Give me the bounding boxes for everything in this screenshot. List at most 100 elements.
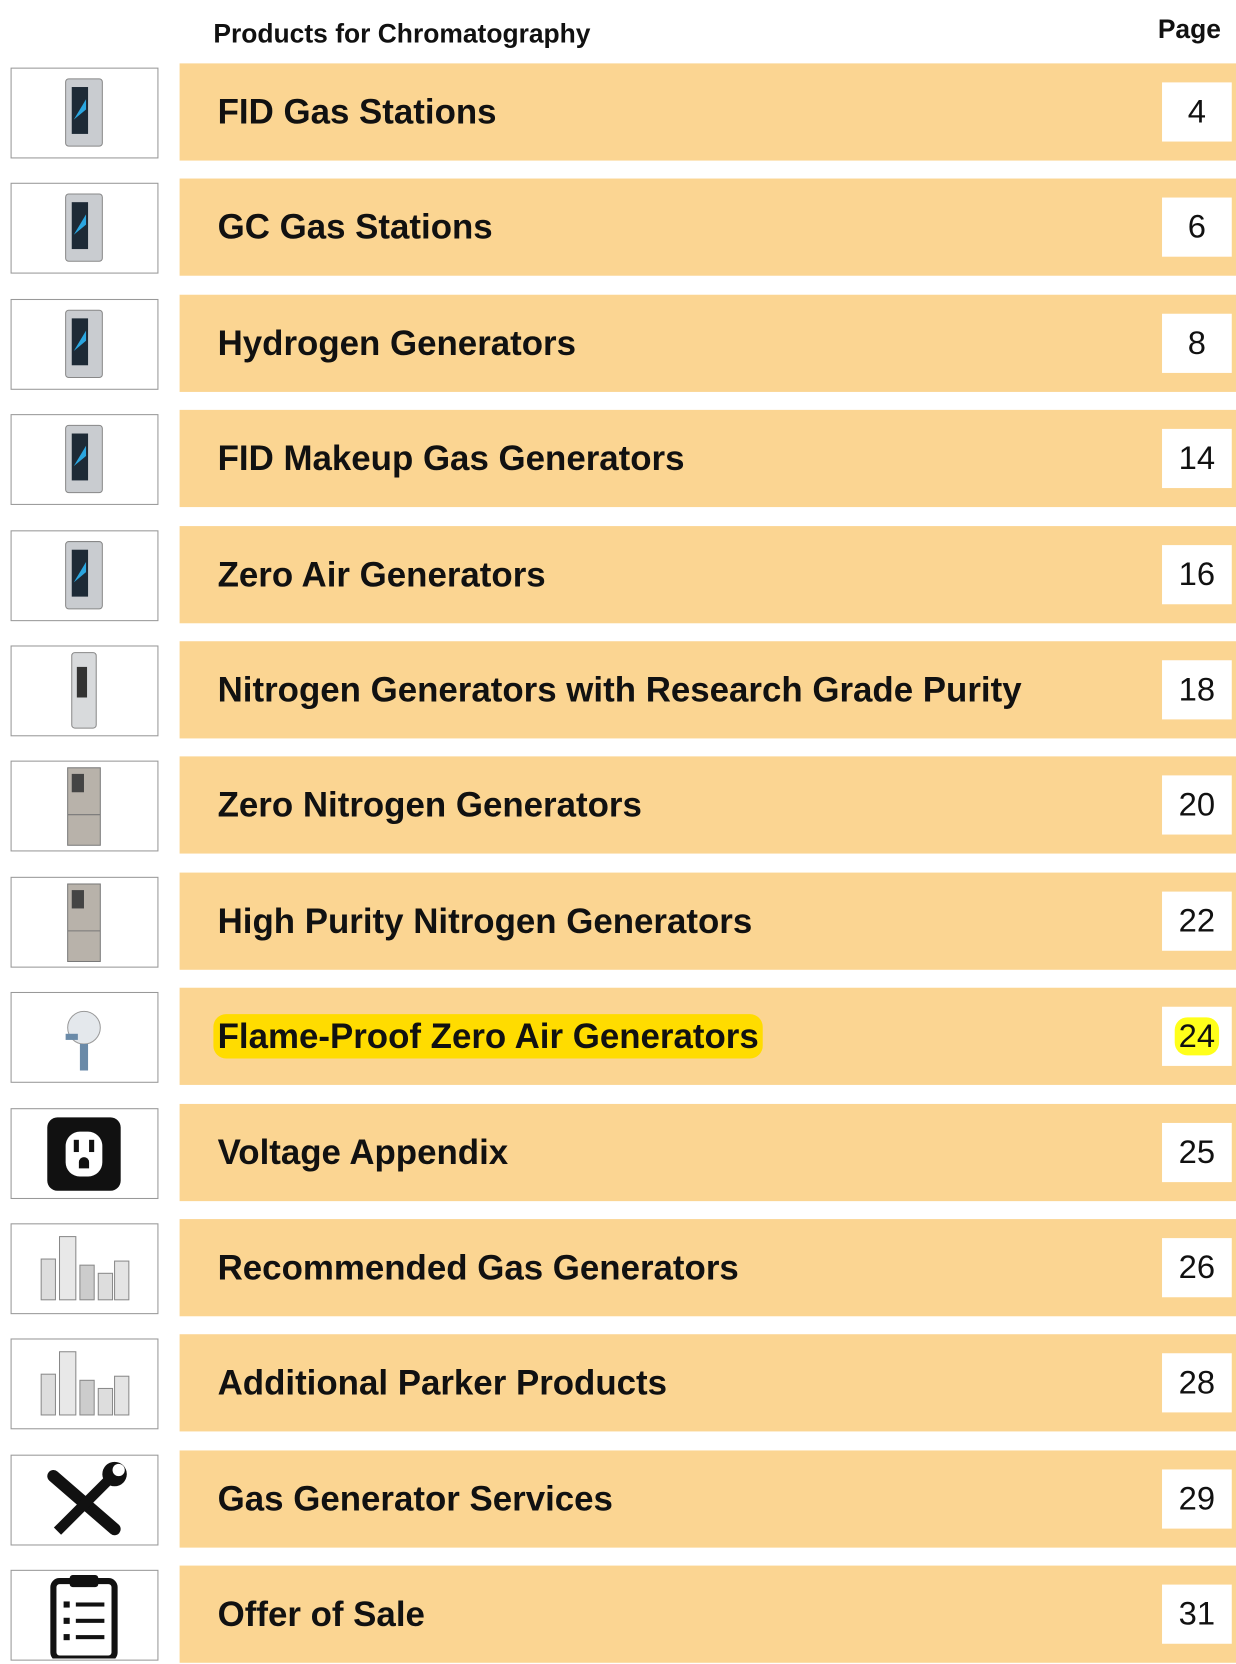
- page-box: 8: [1162, 314, 1232, 373]
- icon-graphic: [12, 1109, 157, 1197]
- toc-entry[interactable]: Recommended Gas Generators 26: [0, 1219, 1236, 1316]
- product-icon: [11, 992, 159, 1083]
- icon-graphic: [12, 993, 157, 1081]
- page-box: 16: [1162, 545, 1232, 604]
- page-number-text: 4: [1188, 93, 1206, 130]
- product-icon: [11, 299, 159, 390]
- page-box: 31: [1162, 1585, 1232, 1644]
- page-number-text: 14: [1179, 440, 1215, 477]
- toc-entry[interactable]: Additional Parker Products 28: [0, 1335, 1236, 1432]
- toc: Products for Chromatography Page FID Gas…: [0, 0, 1236, 1656]
- toc-entry[interactable]: High Purity Nitrogen Generators 22: [0, 872, 1236, 969]
- toc-entry[interactable]: Zero Air Generators 16: [0, 526, 1236, 623]
- page-number: 18: [1162, 671, 1232, 709]
- entry-title: Flame-Proof Zero Air Generators: [213, 1014, 763, 1058]
- toc-entry[interactable]: Offer of Sale 31: [0, 1566, 1236, 1663]
- page-number-text: 18: [1179, 671, 1215, 708]
- section-title: Products for Chromatography: [213, 19, 590, 50]
- entry-title: Offer of Sale: [213, 1592, 429, 1636]
- product-icon: [11, 761, 159, 852]
- page-box: 18: [1162, 660, 1232, 719]
- page-column-heading: Page: [1158, 15, 1221, 46]
- page-number-text: 25: [1179, 1133, 1215, 1170]
- product-icon: [11, 1108, 159, 1199]
- page-number-text: 16: [1179, 555, 1215, 592]
- icon-graphic: [12, 762, 157, 850]
- product-icon: [11, 1454, 159, 1545]
- page-number: 24: [1162, 1018, 1232, 1056]
- entry-title: Gas Generator Services: [213, 1477, 617, 1521]
- entry-title: High Purity Nitrogen Generators: [213, 899, 756, 943]
- entry-title: Voltage Appendix: [213, 1130, 512, 1174]
- entry-title: Nitrogen Generators with Research Grade …: [213, 668, 1025, 712]
- page-number-text: 20: [1179, 786, 1215, 823]
- product-icon: [11, 414, 159, 505]
- icon-graphic: [12, 184, 157, 272]
- icon-graphic: [12, 531, 157, 619]
- page-number-text: 31: [1179, 1595, 1215, 1632]
- toc-entry[interactable]: FID Makeup Gas Generators 14: [0, 410, 1236, 507]
- page-number: 29: [1162, 1480, 1232, 1518]
- page-box: 25: [1162, 1123, 1232, 1182]
- icon-graphic: [12, 1224, 157, 1312]
- icon-graphic: [12, 300, 157, 388]
- product-icon: [11, 183, 159, 274]
- icon-graphic: [12, 415, 157, 503]
- page-box: 26: [1162, 1238, 1232, 1297]
- page-number: 26: [1162, 1249, 1232, 1287]
- product-icon: [11, 1339, 159, 1430]
- product-icon: [11, 1570, 159, 1661]
- icon-graphic: [12, 647, 157, 735]
- entry-title: Zero Air Generators: [213, 552, 550, 596]
- product-icon: [11, 645, 159, 736]
- toc-entry[interactable]: Flame-Proof Zero Air Generators 24: [0, 988, 1236, 1085]
- entry-title: Recommended Gas Generators: [213, 1245, 743, 1289]
- page-number: 25: [1162, 1133, 1232, 1171]
- entry-title: Zero Nitrogen Generators: [213, 783, 646, 827]
- page-number: 31: [1162, 1595, 1232, 1633]
- entry-title: FID Makeup Gas Generators: [213, 436, 688, 480]
- product-icon: [11, 877, 159, 968]
- page-box: 14: [1162, 429, 1232, 488]
- page-number: 6: [1162, 209, 1232, 247]
- page-number-text: 6: [1188, 209, 1206, 246]
- page-number: 28: [1162, 1364, 1232, 1402]
- page-box: 28: [1162, 1354, 1232, 1413]
- page-number-text: 24: [1174, 1018, 1219, 1056]
- page-box: 24: [1162, 1007, 1232, 1066]
- icon-graphic: [12, 1571, 157, 1659]
- icon-graphic: [12, 1456, 157, 1544]
- page-number: 20: [1162, 786, 1232, 824]
- product-icon: [11, 68, 159, 159]
- page-box: 20: [1162, 776, 1232, 835]
- entry-title: Additional Parker Products: [213, 1361, 671, 1405]
- icon-graphic: [12, 1340, 157, 1428]
- page-number-text: 8: [1188, 324, 1206, 361]
- icon-graphic: [12, 878, 157, 966]
- page-number-text: 22: [1179, 902, 1215, 939]
- toc-entry[interactable]: Nitrogen Generators with Research Grade …: [0, 641, 1236, 738]
- entry-title: GC Gas Stations: [213, 205, 497, 249]
- icon-graphic: [12, 69, 157, 157]
- page-box: 22: [1162, 891, 1232, 950]
- toc-entry[interactable]: Voltage Appendix 25: [0, 1104, 1236, 1201]
- toc-entry[interactable]: Zero Nitrogen Generators 20: [0, 757, 1236, 854]
- page-number: 22: [1162, 902, 1232, 940]
- product-icon: [11, 1223, 159, 1314]
- toc-entry[interactable]: FID Gas Stations 4: [0, 63, 1236, 160]
- page: Products for Chromatography Page FID Gas…: [0, 0, 1236, 1657]
- product-icon: [11, 530, 159, 621]
- page-box: 6: [1162, 198, 1232, 257]
- page-number: 8: [1162, 324, 1232, 362]
- toc-entry[interactable]: GC Gas Stations 6: [0, 179, 1236, 276]
- page-number-text: 26: [1179, 1249, 1215, 1286]
- page-box: 29: [1162, 1469, 1232, 1528]
- page-number-text: 28: [1179, 1364, 1215, 1401]
- entry-title: FID Gas Stations: [213, 90, 500, 134]
- toc-entry[interactable]: Gas Generator Services 29: [0, 1450, 1236, 1547]
- page-number-text: 29: [1179, 1480, 1215, 1517]
- page-box: 4: [1162, 82, 1232, 141]
- page-number: 4: [1162, 93, 1232, 131]
- page-number: 16: [1162, 555, 1232, 593]
